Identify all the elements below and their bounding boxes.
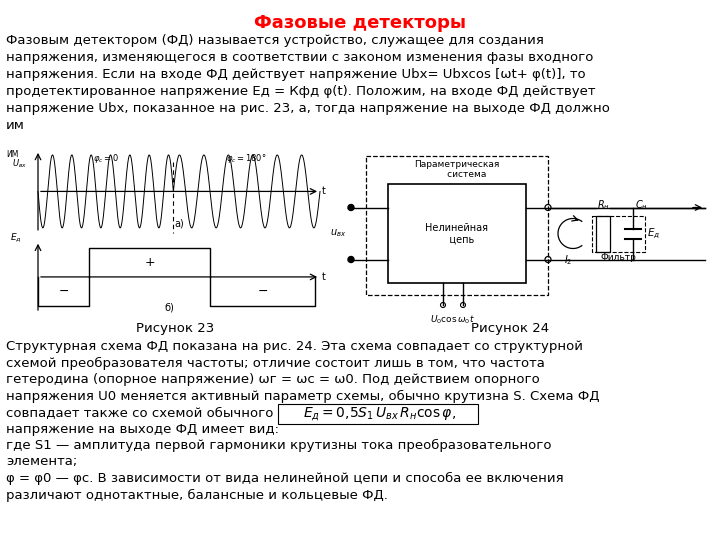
Text: $\varphi_c = 0$: $\varphi_c = 0$ <box>93 152 119 165</box>
Text: −: − <box>257 285 268 298</box>
Text: Фильтр: Фильтр <box>600 253 636 261</box>
Text: t: t <box>322 272 326 282</box>
Text: элемента;: элемента; <box>6 456 77 469</box>
Text: $U_0 \cos\omega_0 t$: $U_0 \cos\omega_0 t$ <box>431 313 475 326</box>
Text: $E_д$: $E_д$ <box>10 232 22 244</box>
Text: гетеродина (опорное напряжение) ωг = ωс = ω0. Под действием опорного: гетеродина (опорное напряжение) ωг = ωс … <box>6 373 540 386</box>
Text: Фазовым детектором (ФД) называется устройство, служащее для создания
напряжения,: Фазовым детектором (ФД) называется устро… <box>6 34 610 132</box>
Text: $E_д = 0{,}5S_1\,U_{вх}\,R_н\cos\varphi,$: $E_д = 0{,}5S_1\,U_{вх}\,R_н\cos\varphi,… <box>303 405 456 423</box>
Text: +: + <box>145 256 155 269</box>
Text: t: t <box>322 186 326 197</box>
Text: напряжения U0 меняется активный параметр схемы, обычно крутизна S. Схема ФД: напряжения U0 меняется активный параметр… <box>6 389 600 403</box>
Text: $U_{вх}$: $U_{вх}$ <box>12 158 27 171</box>
Text: $E_д$: $E_д$ <box>647 226 660 241</box>
Text: Рисунок 23: Рисунок 23 <box>136 322 214 335</box>
Text: ИМ: ИМ <box>6 150 19 159</box>
Text: схемой преобразователя частоты; отличие состоит лишь в том, что частота: схемой преобразователя частоты; отличие … <box>6 356 545 369</box>
Bar <box>366 156 548 295</box>
Text: Рисунок 24: Рисунок 24 <box>471 322 549 335</box>
Text: совпадает также со схемой обычного                               , ованное: совпадает также со схемой обычного , ова… <box>6 406 472 419</box>
Bar <box>596 215 610 252</box>
Circle shape <box>348 256 354 262</box>
Text: $\varphi_c = 180°$: $\varphi_c = 180°$ <box>226 152 267 165</box>
Bar <box>388 184 526 283</box>
Text: −: − <box>58 285 69 298</box>
Text: а): а) <box>174 219 184 229</box>
Text: Параметрическая
       система: Параметрическая система <box>414 160 500 179</box>
Text: Структурная схема ФД показана на рис. 24. Эта схема совпадает со структурной: Структурная схема ФД показана на рис. 24… <box>6 340 583 353</box>
Text: напряжение на выходе ФД имеет вид:: напряжение на выходе ФД имеет вид: <box>6 422 279 435</box>
Text: Фазовые детекторы: Фазовые детекторы <box>254 14 466 32</box>
Circle shape <box>348 205 354 211</box>
Text: б): б) <box>164 303 174 313</box>
Text: где S1 — амплитуда первой гармоники крутизны тока преобразовательного: где S1 — амплитуда первой гармоники крут… <box>6 439 552 452</box>
Text: $C_н$: $C_н$ <box>635 199 648 213</box>
Text: φ = φ0 — φс. В зависимости от вида нелинейной цепи и способа ее включения: φ = φ0 — φс. В зависимости от вида нелин… <box>6 472 564 485</box>
Text: $u_{вх}$: $u_{вх}$ <box>330 227 346 239</box>
Bar <box>278 404 478 424</box>
Text: Нелинейная
   цепь: Нелинейная цепь <box>426 222 488 244</box>
Text: $R_н$: $R_н$ <box>597 199 609 213</box>
Bar <box>592 215 645 252</box>
Text: $I_2$: $I_2$ <box>564 253 572 267</box>
Text: различают однотактные, балансные и кольцевые ФД.: различают однотактные, балансные и кольц… <box>6 489 388 502</box>
